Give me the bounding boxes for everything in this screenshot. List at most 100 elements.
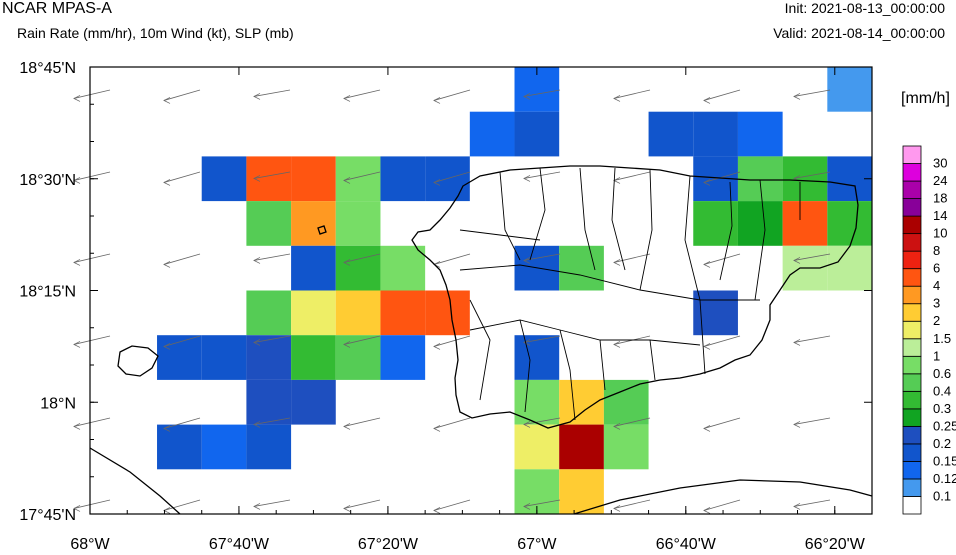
wind-arrow-head [793, 503, 801, 510]
wind-arrow [793, 253, 831, 261]
colorbar-label: 24 [933, 173, 947, 188]
rain-cell [514, 424, 560, 470]
wind-arrow [433, 417, 471, 429]
wind-arrow [343, 417, 381, 427]
wind-arrow [343, 89, 381, 99]
rain-cell [335, 156, 381, 202]
colorbar-label: 0.6 [933, 366, 951, 381]
rain-cell [737, 201, 783, 246]
wind-arrow-head [703, 343, 711, 350]
wind-arrow [253, 417, 291, 425]
wind-arrow-head [343, 341, 351, 348]
wind-arrow [433, 499, 471, 511]
rain-cells [157, 67, 872, 514]
wind-arrow [253, 253, 291, 261]
rain-cell [469, 111, 515, 157]
rain-cell [246, 156, 292, 202]
wind-arrow [613, 417, 651, 427]
colorbar-box [902, 250, 922, 270]
wind-arrow-head [73, 341, 81, 348]
wind-arrow-head [73, 259, 81, 266]
y-tick-label: 18°N [40, 395, 76, 412]
rain-cell [380, 290, 426, 336]
coastline [89, 165, 873, 515]
wind-arrow [433, 253, 471, 265]
colorbar-label: 0.2 [933, 436, 951, 451]
colorbar-units: [mm/h] [901, 90, 950, 107]
rain-cell [291, 245, 336, 291]
colorbar-label: 1.5 [933, 331, 951, 346]
rain-cell [603, 379, 649, 425]
wind-arrow-head [703, 97, 711, 104]
colorbar-box [902, 425, 922, 445]
wind-arrow [613, 253, 651, 263]
rain-cell [782, 156, 828, 202]
wind-arrow-head [703, 261, 711, 268]
wind-arrow-head [523, 339, 531, 346]
wind-arrow [253, 499, 291, 507]
colorbar-label: 30 [933, 156, 947, 171]
wind-arrow-head [343, 423, 351, 430]
rain-cell [335, 245, 381, 291]
wind-arrow-head [793, 257, 801, 264]
wind-arrow [793, 171, 831, 179]
rain-cell [514, 111, 560, 157]
wind-arrow [343, 171, 381, 181]
rain-cell [693, 201, 738, 246]
rain-cell [157, 424, 202, 470]
x-tick-label: 66°40'W [656, 536, 717, 553]
wind-arrow [433, 89, 471, 101]
colorbar-label: 14 [933, 208, 947, 223]
wind-arrow [793, 335, 831, 343]
wind-arrow-head [523, 503, 531, 510]
caribbean-curve [573, 479, 873, 515]
rain-cell [782, 201, 828, 246]
wind-arrow-head [253, 257, 261, 264]
wind-arrow [163, 89, 201, 101]
colorbar-label: 8 [933, 243, 940, 258]
wind-arrow-head [703, 179, 711, 186]
y-tick-label: 18°30'N [19, 172, 76, 189]
valid-time: Valid: 2021-08-14_00:00:00 [773, 25, 945, 41]
rain-cell [335, 290, 381, 336]
rain-cell [246, 201, 292, 246]
rain-cell [201, 424, 247, 470]
wind-arrow [163, 499, 201, 511]
rain-cell [425, 290, 470, 336]
y-tick-label: 18°45'N [19, 60, 76, 77]
colorbar-box [902, 285, 922, 305]
wind-arrow-head [613, 423, 621, 430]
wind-arrow-head [523, 257, 531, 264]
wind-arrow-head [253, 93, 261, 100]
wind-arrow-head [73, 423, 81, 430]
rain-cell [335, 335, 381, 380]
wind-arrow-head [433, 179, 441, 186]
rain-cell [603, 424, 649, 470]
wind-arrow-head [523, 421, 531, 428]
wind-arrow-head [253, 175, 261, 182]
wind-arrow [703, 89, 741, 101]
colorbar-box [902, 233, 922, 252]
wind-arrow [523, 171, 561, 179]
colorbar-label: 18 [933, 191, 947, 206]
colorbar-box [902, 215, 922, 235]
rain-cell [380, 156, 426, 202]
x-tick-label: 68°W [70, 536, 110, 553]
colorbar-box [902, 373, 922, 392]
wind-arrow [73, 417, 111, 427]
wind-arrow-head [523, 175, 531, 182]
x-tick-label: 66°20'W [805, 536, 866, 553]
colorbar-box [902, 268, 922, 287]
colorbar-box [902, 338, 922, 357]
colorbar-label: 2 [933, 313, 940, 328]
x-tick-label: 67°20'W [358, 536, 419, 553]
wind-arrow [433, 335, 471, 347]
rain-cell [201, 335, 247, 380]
wind-arrow-head [793, 421, 801, 428]
rain-cell [291, 335, 336, 380]
rain-cell [246, 290, 292, 336]
wind-arrow-head [73, 177, 81, 184]
island-small-1 [317, 225, 327, 235]
wind-arrow [793, 89, 831, 97]
wind-arrow-head [793, 339, 801, 346]
